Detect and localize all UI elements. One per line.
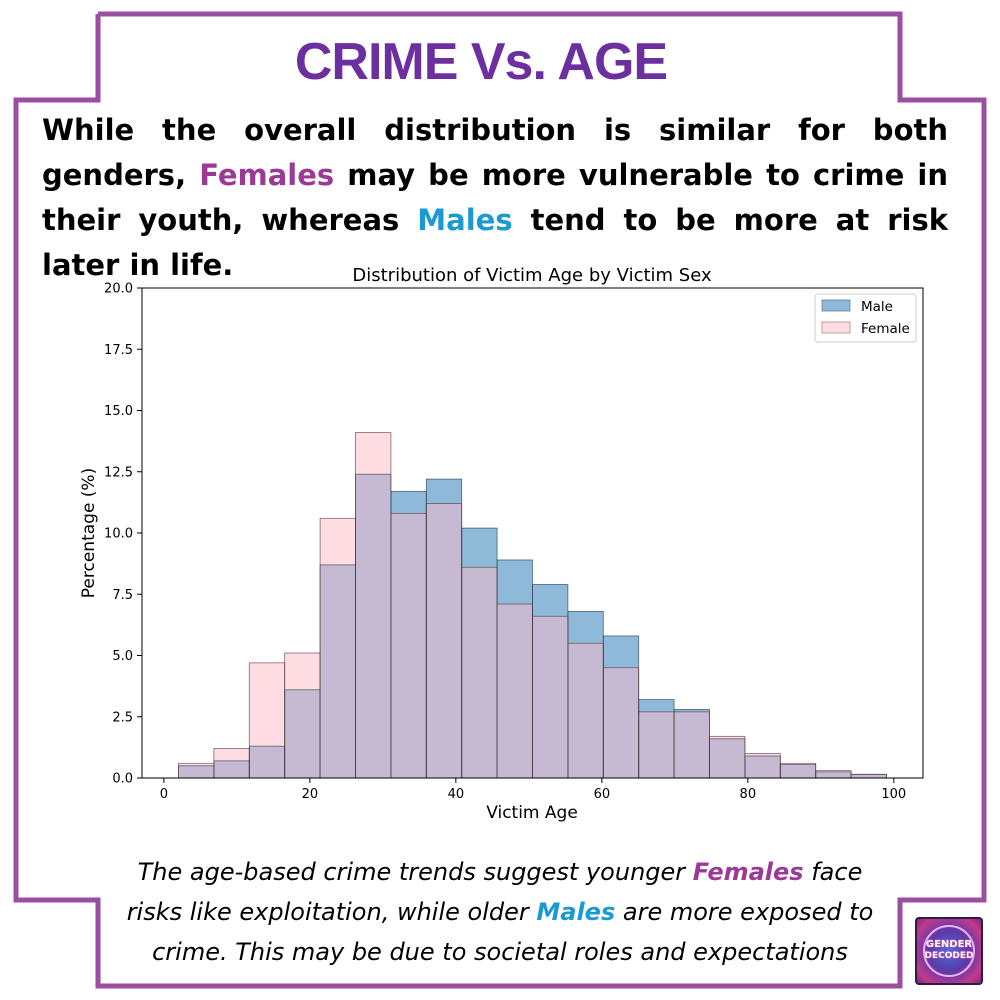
y-tick-label: 2.5 (112, 710, 133, 725)
overlap-bar (780, 764, 816, 778)
overlap-bar (355, 474, 391, 778)
legend-female-swatch (821, 321, 851, 334)
overlap-bar (390, 513, 427, 778)
outro-male-highlight: Males (536, 898, 616, 926)
x-tick-label: 60 (594, 787, 611, 802)
overlap-bar (603, 667, 639, 778)
overlap-bar (213, 760, 250, 778)
overlap-bar (851, 774, 887, 778)
y-axis-ticks: 0.0 2.5 5.0 7.5 10.0 12.5 15.0 17.5 20.0 (104, 282, 142, 787)
y-tick-label: 17.5 (104, 343, 133, 358)
overlap-bar (638, 711, 675, 778)
conclusion-text: The age-based crime trends suggest young… (110, 852, 890, 972)
overlap-bar (249, 746, 285, 778)
outro-part-1: The age-based crime trends suggest young… (137, 858, 693, 886)
overlap-bar (744, 755, 781, 778)
chart-title: Distribution of Victim Age by Victim Sex (352, 265, 712, 286)
gender-decoded-logo: GENDER DECODED (915, 917, 983, 985)
outro-female-highlight: Females (692, 858, 804, 886)
intro-part-1: While the overall distribution is simila… (42, 113, 948, 192)
y-tick-label: 0.0 (112, 772, 133, 787)
x-tick-label: 80 (740, 787, 757, 802)
x-axis-label: Victim Age (486, 803, 578, 823)
y-tick-label: 10.0 (104, 527, 133, 542)
x-tick-label: 40 (448, 787, 465, 802)
overlap-bar (461, 567, 498, 778)
intro-female-highlight: Females (199, 158, 335, 192)
outro-part-2: face risks like exploitation, while olde… (126, 858, 863, 926)
logo-line-2: DECODED (924, 951, 974, 961)
overlap-bar (532, 616, 568, 778)
y-axis-label: Percentage (%) (79, 468, 99, 598)
y-tick-label: 7.5 (112, 588, 133, 603)
intro-text: While the overall distribution is simila… (42, 108, 948, 288)
logo-ring (923, 925, 975, 977)
y-tick-label: 15.0 (104, 404, 133, 419)
outro-part-3: are more exposed to crime. This may be d… (152, 898, 874, 966)
page-title: CRIME Vs. AGE (294, 33, 668, 91)
logo-line-1: GENDER (925, 939, 973, 950)
x-tick-label: 0 (160, 787, 168, 802)
intro-male-highlight: Males (417, 203, 513, 237)
overlap-bar (497, 604, 533, 778)
bar-outlines (178, 432, 887, 779)
overlap-bar (709, 738, 745, 778)
overlap-bar (284, 689, 321, 778)
y-tick-label: 5.0 (112, 649, 133, 664)
intro-part-3: tend to be more at risk later in life. (42, 203, 948, 282)
x-tick-label: 100 (881, 787, 906, 802)
frame-border (13, 11, 987, 989)
legend-male-label: Male (861, 299, 893, 315)
x-axis-ticks: 0 20 40 60 80 100 (160, 778, 906, 802)
overlap-bars (178, 474, 887, 778)
overlap-bar (567, 643, 604, 778)
overlap-bar (178, 765, 214, 778)
overlap-bar (320, 564, 356, 778)
overlap-bar (815, 771, 852, 778)
legend: Male Female (814, 293, 917, 343)
intro-part-2: may be more vulnerable to crime in their… (42, 158, 948, 237)
x-tick-label: 20 (302, 787, 319, 802)
legend-female-label: Female (861, 321, 910, 337)
y-tick-label: 12.5 (104, 465, 133, 480)
legend-male-swatch (821, 299, 851, 312)
y-tick-label: 20.0 (104, 282, 133, 297)
overlap-bar (426, 503, 462, 778)
histogram-chart: Distribution of Victim Age by Victim Sex… (79, 265, 924, 823)
overlap-bar (674, 711, 710, 778)
